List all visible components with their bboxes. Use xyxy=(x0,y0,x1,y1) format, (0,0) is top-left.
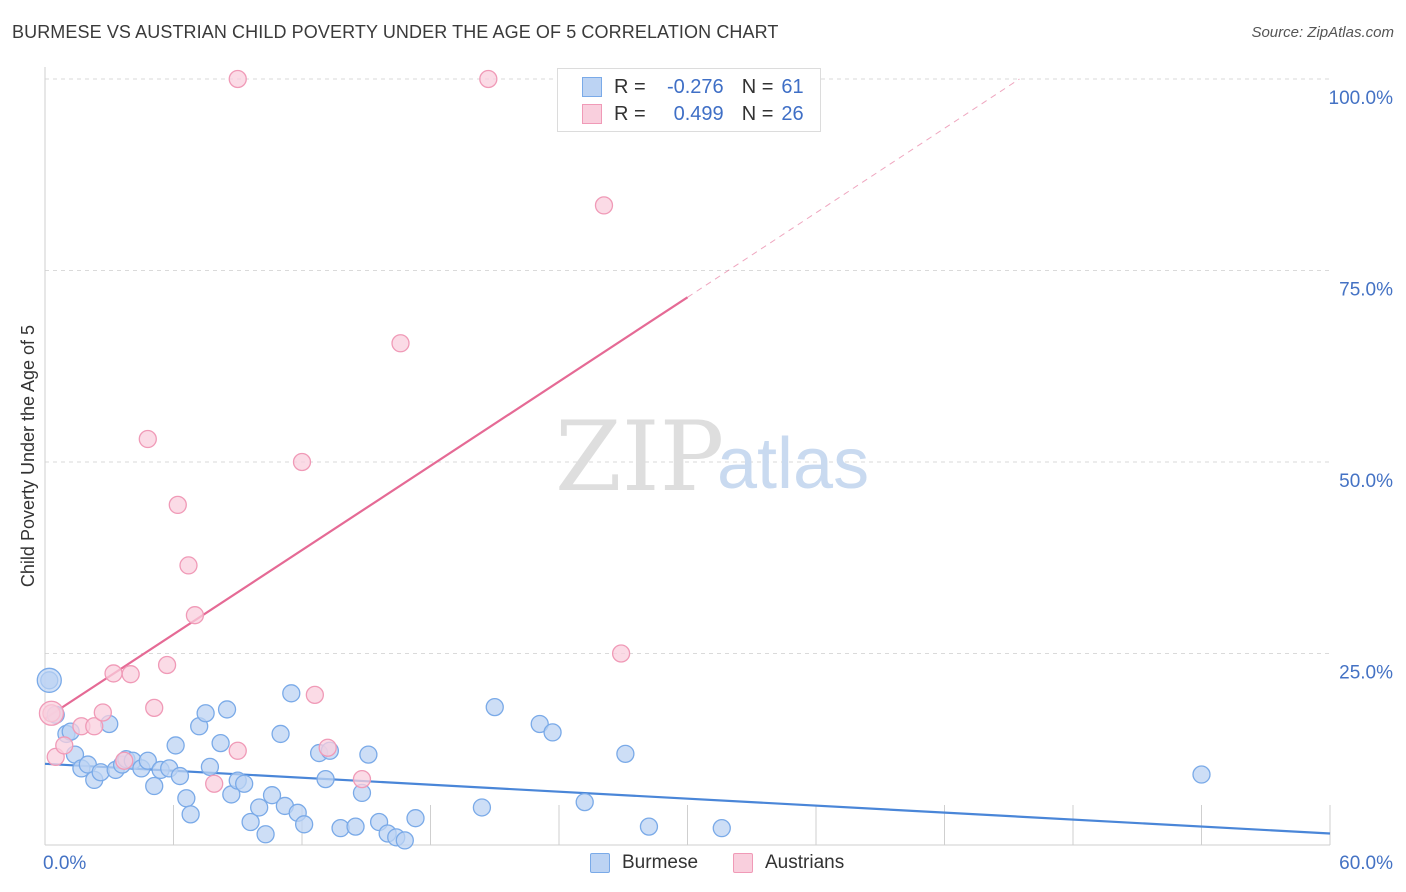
legend-swatch-austrians xyxy=(582,104,602,124)
burmese-point xyxy=(543,723,562,742)
burmese-point xyxy=(145,776,164,796)
austrians-point xyxy=(55,736,74,755)
burmese-point xyxy=(575,792,594,812)
burmese-point xyxy=(91,763,110,782)
legend-n-label: N = xyxy=(741,102,774,125)
austrians-point xyxy=(115,751,134,770)
burmese-point xyxy=(196,704,215,723)
austrians-point xyxy=(138,429,157,449)
chart-title: BURMESE VS AUSTRIAN CHILD POVERTY UNDER … xyxy=(12,22,779,42)
austrians-point xyxy=(179,556,198,575)
y-tick-label: 25.0% xyxy=(1339,663,1393,684)
burmese-point xyxy=(485,697,504,717)
data-points xyxy=(36,69,1211,850)
burmese-point-large xyxy=(36,667,62,693)
x-tick-label: 60.0% xyxy=(1339,853,1393,874)
watermark-zip: ZIP xyxy=(555,401,724,513)
burmese-point xyxy=(616,744,635,763)
bottom-legend-label-austrians: Austrians xyxy=(765,852,845,873)
burmese-point xyxy=(217,700,237,719)
austrians-trend-line xyxy=(44,296,689,720)
y-tick-labels: 25.0% 50.0% 75.0% 100.0% xyxy=(1329,88,1394,684)
burmese-point xyxy=(181,805,200,824)
austrians-point xyxy=(185,606,205,625)
burmese-point xyxy=(1192,765,1211,784)
austrians-point xyxy=(611,644,631,663)
burmese-point xyxy=(138,751,157,770)
austrians-point xyxy=(305,685,325,705)
austrians-point xyxy=(168,495,187,515)
burmese-point xyxy=(200,757,220,777)
legend-row-burmese: R = -0.276 N = 61 xyxy=(582,73,804,101)
austrians-point xyxy=(157,655,177,675)
legend-swatch-burmese xyxy=(582,77,602,97)
grid-lines xyxy=(45,78,1330,654)
austrians-point xyxy=(205,774,224,793)
burmese-point xyxy=(262,786,282,805)
y-axis-label: Child Poverty Under the Age of 5 xyxy=(18,325,38,587)
legend-n-value: 26 xyxy=(781,102,804,125)
austrians-point xyxy=(292,452,312,472)
austrians-point xyxy=(85,717,104,736)
austrians-point xyxy=(391,334,410,353)
y-tick-label: 100.0% xyxy=(1329,88,1394,109)
austrians-point xyxy=(93,703,112,722)
burmese-point xyxy=(316,769,335,789)
legend-r-value: -0.276 xyxy=(666,75,724,98)
x-tick-label: 0.0% xyxy=(43,853,86,874)
burmese-point xyxy=(472,798,492,817)
austrians-point xyxy=(145,698,164,718)
trend-lines xyxy=(44,78,1331,835)
bottom-legend-label-burmese: Burmese xyxy=(622,852,699,873)
burmese-point xyxy=(331,818,350,838)
austrians-point-large xyxy=(38,700,65,726)
austrians-point xyxy=(104,664,123,683)
burmese-point xyxy=(166,736,185,755)
burmese-point xyxy=(170,766,190,786)
burmese-point xyxy=(395,831,414,850)
legend-r-label: R = xyxy=(614,75,646,98)
burmese-point xyxy=(346,817,365,836)
burmese-point xyxy=(530,714,549,734)
x-tick-labels: 0.0% 60.0% xyxy=(43,853,1393,874)
burmese-point xyxy=(241,812,260,832)
bottom-legend-burmese: Burmese xyxy=(590,852,698,874)
burmese-point xyxy=(177,789,196,808)
burmese-point xyxy=(256,825,275,844)
legend-r-label: R = xyxy=(614,102,646,125)
burmese-point xyxy=(271,724,290,744)
legend-row-austrians: R = 0.499 N = 26 xyxy=(582,100,804,128)
stats-legend: R = -0.276 N = 61 R = 0.499 N = 26 xyxy=(557,68,821,132)
austrians-point xyxy=(479,69,498,89)
watermark: ZIP atlas xyxy=(555,401,869,513)
y-tick-label: 75.0% xyxy=(1339,280,1393,301)
austrians-point xyxy=(228,69,247,89)
legend-n-label: N = xyxy=(741,75,774,98)
austrians-trend-extension xyxy=(687,78,1020,298)
austrians-point xyxy=(228,741,247,760)
burmese-point xyxy=(359,745,378,764)
burmese-point xyxy=(235,774,254,793)
austrians-point xyxy=(318,738,337,757)
austrians-point xyxy=(352,769,372,789)
burmese-trend-line xyxy=(44,762,1331,835)
burmese-point xyxy=(250,798,269,817)
legend-n-value: 61 xyxy=(781,75,804,98)
burmese-point xyxy=(639,817,659,836)
y-tick-label: 50.0% xyxy=(1339,471,1393,492)
burmese-point xyxy=(712,818,731,838)
bottom-legend-swatch-burmese xyxy=(590,853,610,873)
bottom-legend-swatch-austrians xyxy=(733,853,753,873)
austrians-point xyxy=(594,196,614,215)
burmese-point xyxy=(294,815,314,834)
source-credit: Source: ZipAtlas.com xyxy=(1251,24,1394,41)
burmese-point xyxy=(282,684,301,703)
bottom-legend-austrians: Austrians xyxy=(733,852,844,874)
burmese-point xyxy=(211,733,230,753)
austrians-point xyxy=(121,665,140,684)
burmese-point xyxy=(406,809,425,828)
watermark-atlas: atlas xyxy=(717,424,869,504)
legend-r-value: 0.499 xyxy=(673,102,724,125)
